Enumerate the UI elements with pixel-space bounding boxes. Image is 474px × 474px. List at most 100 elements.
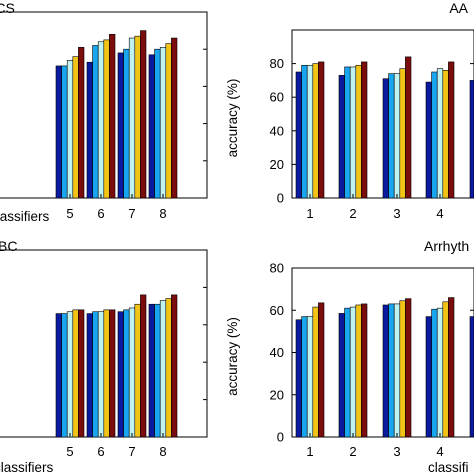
panel-title: YCS [0,0,15,16]
bar [301,64,308,199]
y-tick-label: 20 [270,157,284,172]
bar [66,60,74,199]
y-axis-label: accuracy (%) [225,317,240,396]
bar [78,309,85,438]
bar [442,70,449,199]
bar [97,41,105,199]
bar [355,64,362,199]
bar [399,68,406,199]
bar [361,61,368,199]
y-tick-label: 20 [270,387,284,402]
bar [349,66,357,199]
bar [140,294,147,438]
x-tick-label: 7 [128,206,135,221]
bar [128,307,136,438]
y-axis-label: accuracy (%) [225,79,240,158]
bar [448,61,455,199]
bar [393,303,401,438]
bar [393,73,401,199]
x-tick-label: 5 [66,206,73,221]
x-axis-label: classifi [428,460,469,474]
bar [140,30,147,199]
x-tick-label: 4 [436,206,443,221]
bar [436,68,444,199]
bar [55,65,62,199]
bar [86,61,93,199]
bar [117,52,124,199]
x-tick-label: 3 [393,444,400,459]
panel-2: 0 20 40 60 80 1 2 3 4 AA accuracy (%) [225,0,474,221]
bar [382,304,389,438]
bar [312,306,319,438]
bar [92,311,99,438]
x-tick-label: 6 [97,444,104,459]
bar [306,64,314,199]
bar [86,313,93,438]
x-tick-label: 8 [159,444,166,459]
bar [436,307,444,438]
bar [109,34,116,199]
x-tick-label: 2 [349,444,356,459]
bar [123,309,130,438]
x-tick-label: 8 [159,206,166,221]
bar [159,47,167,199]
bar [399,300,406,438]
x-tick-label: 3 [393,206,400,221]
y-tick-label: 0 [277,430,284,445]
bar [425,81,432,199]
bar [97,311,105,438]
y-tick-label: 0 [277,191,284,206]
x-tick-label: 7 [128,444,135,459]
bar [148,303,155,438]
bar [123,48,130,199]
panel-1: 5 6 7 8 YCS classifiers [0,0,208,224]
bar [128,37,136,199]
x-axis-label: classifiers [0,460,54,474]
panel-title: BC [0,238,17,254]
bar [361,303,368,438]
bar [117,311,124,438]
bar [154,48,161,199]
bar [318,61,325,199]
bar-clipped [469,316,474,438]
panel-title: Arrhyth [424,238,469,254]
panel-4: 0 20 40 60 80 1 2 3 4 Arrhyth classifi accuracy (%) [225,238,474,474]
bar [448,297,455,438]
bar [72,56,79,199]
bar [405,56,412,199]
y-tick-label: 60 [270,90,284,105]
bar [171,37,178,199]
bar [148,54,155,199]
bar [134,35,141,199]
bar [344,66,351,199]
bar [295,319,302,438]
bar [349,306,357,438]
y-tick-label: 80 [270,56,284,71]
panel-title: AA [449,0,468,16]
bar [61,65,68,199]
y-tick-label: 40 [270,123,284,138]
bar [338,75,345,199]
bar [431,308,438,438]
bar [109,309,116,438]
bar [171,294,178,438]
bar [318,302,325,438]
bar [103,39,110,199]
bar [295,71,302,199]
x-axis-label: classifiers [0,209,50,224]
bar [159,300,167,438]
bar [165,43,172,199]
bar [405,298,412,438]
x-tick-label: 1 [306,206,313,221]
x-tick-label: 5 [66,444,73,459]
bar [306,316,314,438]
y-tick-label: 80 [270,261,284,276]
bar [301,316,308,438]
x-tick-label: 4 [436,444,443,459]
bar [355,304,362,438]
bar [425,316,432,438]
bar [66,311,74,438]
bar [165,298,172,438]
bar [78,47,85,199]
bar [103,309,110,438]
